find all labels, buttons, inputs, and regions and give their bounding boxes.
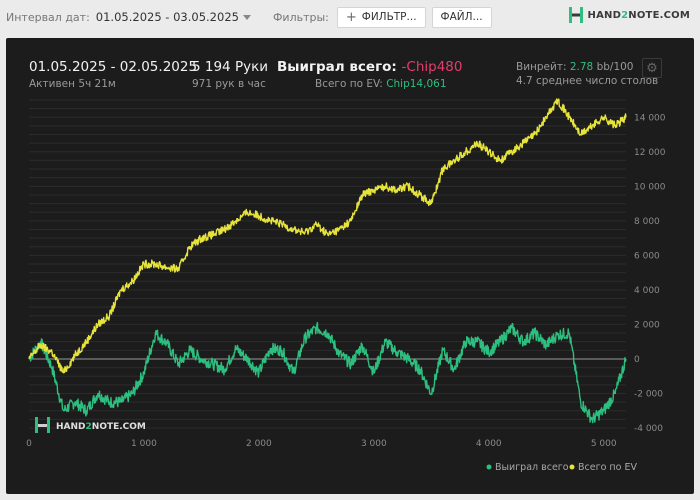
y-tick-label: 14 000	[634, 113, 666, 123]
winrate-value: 2.78	[569, 61, 594, 73]
top-toolbar: Интервал дат: 01.05.2025 - 03.05.2025 Фи…	[0, 0, 700, 34]
x-tick-label: 2 000	[246, 439, 272, 449]
hands-stat: 5 194 Руки 971 рук в час	[192, 59, 268, 90]
y-tick-label: 10 000	[634, 182, 666, 192]
watermark-text-3: NOTE.COM	[92, 422, 146, 432]
legend-label: Всего по EV	[578, 462, 637, 473]
filters-button-label: ФИЛЬТР...	[361, 11, 417, 23]
legend-marker	[569, 464, 575, 470]
legend-marker	[486, 464, 492, 470]
ev-label: Всего по EV:	[315, 78, 383, 90]
chart-grid	[29, 99, 626, 429]
series-line	[28, 321, 627, 424]
y-tick-label: 8 000	[634, 217, 660, 227]
y-tick-label: 12 000	[634, 148, 666, 158]
date-interval-label: Интервал дат:	[6, 10, 90, 24]
ev-value: Chip14,061	[386, 78, 447, 90]
watermark-text-2: 2	[86, 422, 92, 432]
hands-per-hour: 971 рук в час	[192, 78, 266, 90]
y-tick-label: 4 000	[634, 286, 660, 296]
y-tick-label: 2 000	[634, 320, 660, 330]
brand-text-2: 2	[621, 9, 629, 21]
graph-panel: 01.05.2025 - 02.05.2025 Активен 5ч 21м 5…	[6, 38, 694, 494]
x-tick-label: 5 000	[591, 439, 617, 449]
won-stat: Выиграл всего: -Chip480 Всего по EV: Chi…	[277, 59, 462, 90]
date-range-value: 01.05.2025 - 03.05.2025	[95, 10, 239, 24]
x-axis: 0 1 000 2 000 3 000 4 000 5 000	[26, 439, 617, 449]
winrate-label: Винрейт:	[516, 61, 567, 73]
y-axis: 14 000 12 000 10 000 8 000 6 000 4 000 2 000 0 -…	[634, 113, 666, 434]
chart-series	[28, 98, 627, 424]
x-tick-label: 4 000	[476, 439, 502, 449]
tables-count: 4.7 среднее число столов	[516, 75, 659, 87]
session-dates: 01.05.2025 - 02.05.2025	[29, 59, 198, 75]
x-tick-label: 1 000	[131, 439, 157, 449]
active-time: Активен 5ч 21м	[29, 78, 116, 90]
won-label: Выиграл всего:	[277, 59, 397, 75]
watermark-text-1: HAND	[56, 422, 86, 432]
files-button-label: ФАЙЛ...	[440, 11, 483, 23]
y-tick-label: -2 000	[634, 389, 663, 399]
date-range-selector[interactable]: 01.05.2025 - 03.05.2025	[96, 10, 251, 24]
x-tick-label: 0	[26, 439, 32, 449]
filters-label: Фильтры:	[272, 10, 329, 24]
logo-icon	[568, 7, 583, 23]
gear-icon: ⚙	[646, 60, 658, 76]
filters-button[interactable]: + ФИЛЬТР...	[336, 6, 426, 28]
y-tick-label: 0	[634, 355, 640, 365]
won-value: -Chip480	[401, 59, 463, 75]
session-stat: 01.05.2025 - 02.05.2025 Активен 5ч 21м	[29, 59, 197, 90]
winrate-stat: Винрейт: 2.78 bb/100 4.7 среднее число с…	[516, 61, 658, 87]
x-tick-label: 3 000	[361, 439, 387, 449]
brand-logo[interactable]: HAND 2 NOTE.COM	[568, 7, 690, 23]
plus-icon: +	[345, 9, 357, 25]
svg-text:HAND2NOTE.COM: HAND2NOTE.COM	[56, 422, 146, 432]
hands-count: 5 194 Руки	[192, 59, 268, 75]
chevron-down-icon	[242, 14, 251, 20]
winrate-suffix: bb/100	[596, 61, 634, 73]
chart-legend: Выиграл всего Всего по EV	[486, 462, 637, 473]
files-button[interactable]: ФАЙЛ...	[431, 6, 492, 28]
brand-text-1: HAND	[587, 9, 622, 21]
series-line	[28, 98, 627, 374]
settings-button[interactable]: ⚙	[642, 58, 662, 78]
legend-label: Выиграл всего	[495, 462, 569, 473]
brand-text-3: NOTE.COM	[628, 9, 690, 21]
y-tick-label: 6 000	[634, 251, 660, 261]
watermark: HAND2NOTE.COM	[35, 417, 146, 433]
y-tick-label: -4 000	[634, 424, 663, 434]
